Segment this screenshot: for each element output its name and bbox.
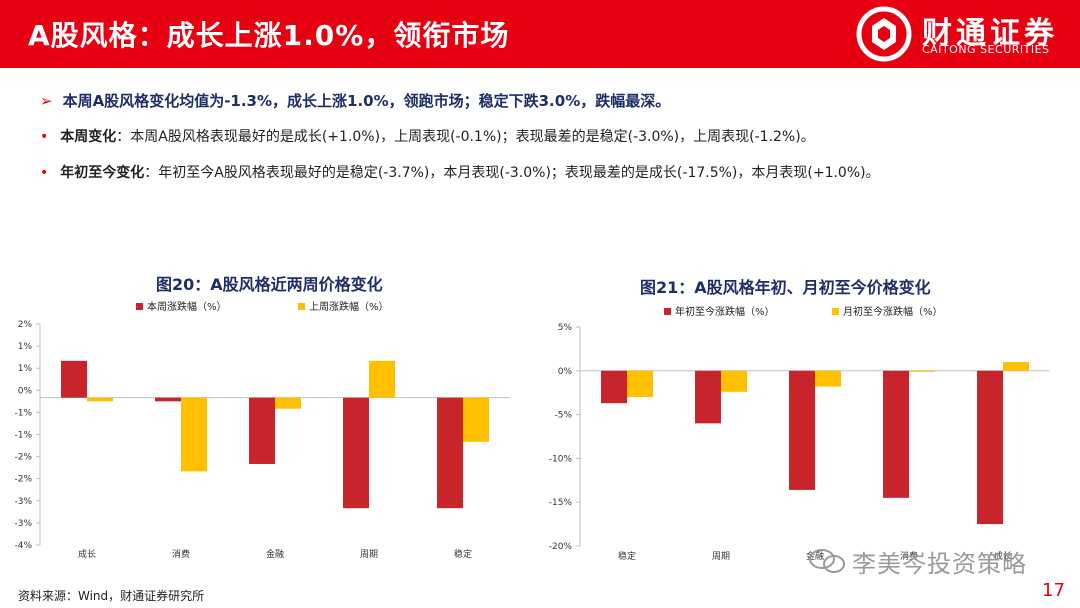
summary-headline: ➢ 本周A股风格变化均值为-1.3%，成长上涨1.0%，领跑市场；稳定下跌3.0%… — [40, 90, 670, 111]
x-tick-label: 周期 — [360, 549, 378, 560]
legend-label: 年初至今涨跌幅（%） — [675, 305, 775, 318]
y-tick-label: 0% — [18, 386, 33, 396]
y-tick-label: -20% — [549, 542, 573, 552]
bar-series2 — [87, 397, 113, 402]
week-change-bullet: • 本周变化：本周A股风格表现最好的是成长(+1.0%)，上周表现(-0.1%)；… — [40, 126, 815, 146]
y-tick-label: -15% — [549, 498, 573, 508]
y-tick-label: -3% — [14, 519, 32, 529]
summary-main-text: 本周A股风格变化均值为-1.3%，成长上涨1.0%，领跑市场；稳定下跌3.0%，… — [62, 92, 671, 110]
x-tick-label: 消费 — [172, 548, 190, 560]
bar-series1 — [343, 397, 369, 509]
bar-series1 — [695, 370, 721, 424]
watermark-text: 李美岑投资策略 — [852, 550, 1027, 578]
legend-swatch — [832, 308, 839, 315]
bar-series1 — [789, 370, 815, 490]
legend-label: 本周涨跌幅（%） — [147, 300, 227, 313]
bar-series2 — [721, 370, 747, 392]
brand-name-cn: 财通证券 — [922, 16, 1058, 51]
source-note: 资料来源：Wind，财通证券研究所 — [18, 589, 205, 603]
arrow-bullet-icon: ➢ — [40, 92, 53, 110]
legend-swatch — [298, 303, 305, 310]
y-tick-label: -2% — [14, 475, 32, 485]
y-tick-label: -2% — [14, 453, 32, 463]
slide-title: A股风格：成长上涨1.0%，领衔市场 — [28, 19, 510, 52]
bullet-dot-icon: • — [40, 165, 49, 181]
chart-20-title: 图20：A股风格近两周价格变化 — [156, 275, 383, 294]
bar-series1 — [249, 397, 275, 464]
y-tick-label: -5% — [554, 411, 572, 421]
y-tick-label: 1% — [18, 342, 33, 352]
y-tick-label: 0% — [558, 367, 573, 377]
bar-series2 — [181, 397, 207, 472]
legend-label: 月初至今涨跌幅（%） — [843, 305, 943, 318]
y-tick-label: -3% — [14, 497, 32, 507]
x-tick-label: 消费 — [900, 550, 918, 562]
bar-series2 — [815, 370, 841, 387]
y-tick-label: 2% — [18, 320, 33, 330]
legend-label: 上周涨跌幅（%） — [309, 300, 389, 313]
brand-name-en: CAITONG SECURITIES — [922, 43, 1050, 56]
x-tick-label: 周期 — [712, 551, 730, 562]
y-tick-label: -1% — [14, 408, 32, 418]
bar-series1 — [437, 397, 463, 509]
header-bar: A股风格：成长上涨1.0%，领衔市场 财通证券 CAITONG SECURITI… — [0, 0, 1080, 68]
ytd-change-bullet: • 年初至今变化：年初至今A股风格表现最好的是稳定(-3.7%)，本月表现(-3.… — [40, 162, 880, 182]
x-tick-label: 稳定 — [618, 550, 636, 562]
bar-series1 — [883, 370, 909, 498]
bar-series2 — [909, 370, 935, 372]
caitong-logo-icon — [856, 6, 912, 62]
x-tick-label: 金融 — [266, 548, 284, 560]
bar-series1 — [155, 397, 181, 402]
bar-series1 — [61, 360, 87, 398]
y-tick-label: -10% — [549, 454, 573, 464]
bar-series2 — [369, 360, 395, 398]
ytd-change-text: ：年初至今A股风格表现最好的是稳定(-3.7%)，本月表现(-3.0%)；表现最… — [144, 165, 880, 181]
page-number: 17 — [1042, 580, 1065, 601]
legend-swatch — [664, 308, 671, 315]
x-tick-label: 成长 — [78, 548, 96, 560]
bar-series2 — [463, 397, 489, 442]
wechat-icon — [809, 549, 845, 573]
bar-series2 — [275, 397, 301, 409]
y-tick-label: -1% — [14, 431, 32, 441]
bar-series1 — [977, 370, 1003, 525]
week-change-label: 本周变化 — [60, 129, 117, 145]
x-tick-label: 稳定 — [454, 548, 472, 560]
bar-series2 — [1003, 362, 1029, 371]
y-tick-label: 5% — [558, 323, 573, 333]
legend-swatch — [136, 303, 143, 310]
y-tick-label: 1% — [18, 364, 33, 374]
bar-series1 — [601, 370, 627, 404]
chart-21-title: 图21：A股风格年初、月初至今价格变化 — [640, 278, 931, 297]
x-tick-label: 成长 — [994, 550, 1012, 562]
week-change-text: ：本周A股风格表现最好的是成长(+1.0%)，上周表现(-0.1%)；表现最差的… — [116, 129, 815, 145]
bullet-dot-icon: • — [40, 129, 49, 145]
y-tick-label: -4% — [14, 541, 32, 551]
ytd-change-label: 年初至今变化 — [60, 165, 145, 181]
bar-series2 — [627, 370, 653, 398]
